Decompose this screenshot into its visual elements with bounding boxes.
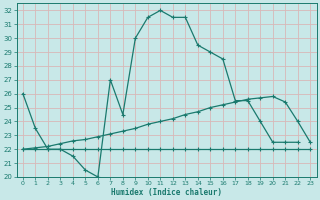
X-axis label: Humidex (Indice chaleur): Humidex (Indice chaleur) bbox=[111, 188, 222, 197]
